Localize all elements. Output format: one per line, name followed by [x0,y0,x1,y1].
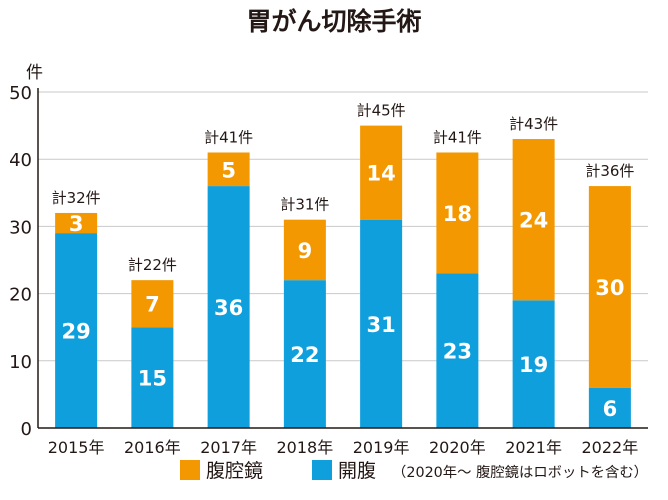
x-tick-label: 2018年 [277,438,334,457]
x-tick-label: 2016年 [124,438,181,457]
data-label-open: 19 [519,353,548,377]
bar-open-2016年 [131,327,174,428]
x-tick-label: 2015年 [48,438,105,457]
legend: 腹腔鏡 開腹 （2020年～ 腹腔鏡はロボットを含む） [180,460,648,482]
bars: 29 3 計32件 15 7 計22件 36 5 計41件 22 9 計31件 31 14 計45件 23 18… [52,102,634,428]
total-label: 計41件 [204,128,253,146]
total-label: 計31件 [280,196,329,214]
legend-swatch-open [312,460,332,480]
x-tick-label: 2021年 [505,438,562,457]
data-label-laparoscopic: 30 [595,276,624,300]
y-tick-label: 20 [9,285,32,306]
y-tick-label: 0 [21,419,32,440]
axes: 0 10 20 30 40 50 2015年 2016年 2017年 2018年 2019年 2020… [9,83,648,457]
bar-laparoscopic-2019年 [360,125,403,220]
data-label-laparoscopic: 5 [221,158,236,182]
total-label: 計22件 [128,256,177,274]
data-label-open: 36 [214,296,243,320]
chart-title: 胃がん切除手術 [246,7,421,36]
data-label-laparoscopic: 7 [145,293,160,317]
bar-open-2019年 [360,219,403,428]
y-tick-label: 50 [9,83,32,104]
legend-swatch-laparoscopic [180,460,200,480]
y-axis-unit-label: 件 [26,63,43,83]
bar-open-2017年 [207,186,250,428]
data-label-open: 31 [367,313,396,337]
data-label-laparoscopic: 9 [298,239,313,263]
bar-open-2022年 [588,387,631,428]
x-tick-label: 2020年 [429,438,486,457]
y-tick-label: 30 [9,217,32,238]
bar-laparoscopic-2020年 [436,152,479,274]
bar-laparoscopic-2022年 [588,186,631,388]
data-label-laparoscopic: 24 [519,209,548,233]
total-label: 計32件 [52,189,101,207]
bar-open-2021年 [512,300,555,428]
data-label-open: 15 [138,367,167,391]
legend-note: （2020年～ 腹腔鏡はロボットを含む） [392,464,648,481]
total-label: 計45件 [357,102,406,120]
bar-laparoscopic-2021年 [512,139,555,301]
y-tick-label: 10 [9,352,32,373]
total-label: 計41件 [433,128,482,146]
data-label-laparoscopic: 18 [443,202,472,226]
y-tick-label: 40 [9,150,32,171]
data-label-open: 23 [443,340,472,364]
legend-label-laparoscopic: 腹腔鏡 [206,460,263,482]
bar-laparoscopic-2016年 [131,280,174,328]
data-label-laparoscopic: 3 [69,212,84,236]
total-label: 計43件 [509,115,558,133]
x-tick-label: 2019年 [353,438,410,457]
bar-laparoscopic-2018年 [283,219,326,281]
bar-open-2015年 [55,233,98,428]
data-label-open: 22 [290,343,319,367]
data-label-open: 6 [603,397,618,421]
bar-laparoscopic-2015年 [55,212,98,234]
bar-laparoscopic-2017年 [207,152,250,187]
data-label-laparoscopic: 14 [367,162,396,186]
bar-open-2020年 [436,273,479,428]
x-tick-label: 2022年 [582,438,639,457]
legend-label-open: 開腹 [338,460,376,482]
total-label: 計36件 [585,162,634,180]
bar-open-2018年 [283,280,326,428]
data-label-open: 29 [62,320,91,344]
x-tick-label: 2017年 [200,438,257,457]
